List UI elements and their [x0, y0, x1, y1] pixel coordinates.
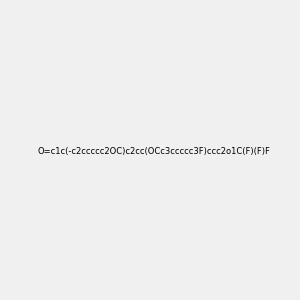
Text: O=c1c(-c2ccccc2OC)c2cc(OCc3ccccc3F)ccc2o1C(F)(F)F: O=c1c(-c2ccccc2OC)c2cc(OCc3ccccc3F)ccc2o… — [37, 147, 270, 156]
